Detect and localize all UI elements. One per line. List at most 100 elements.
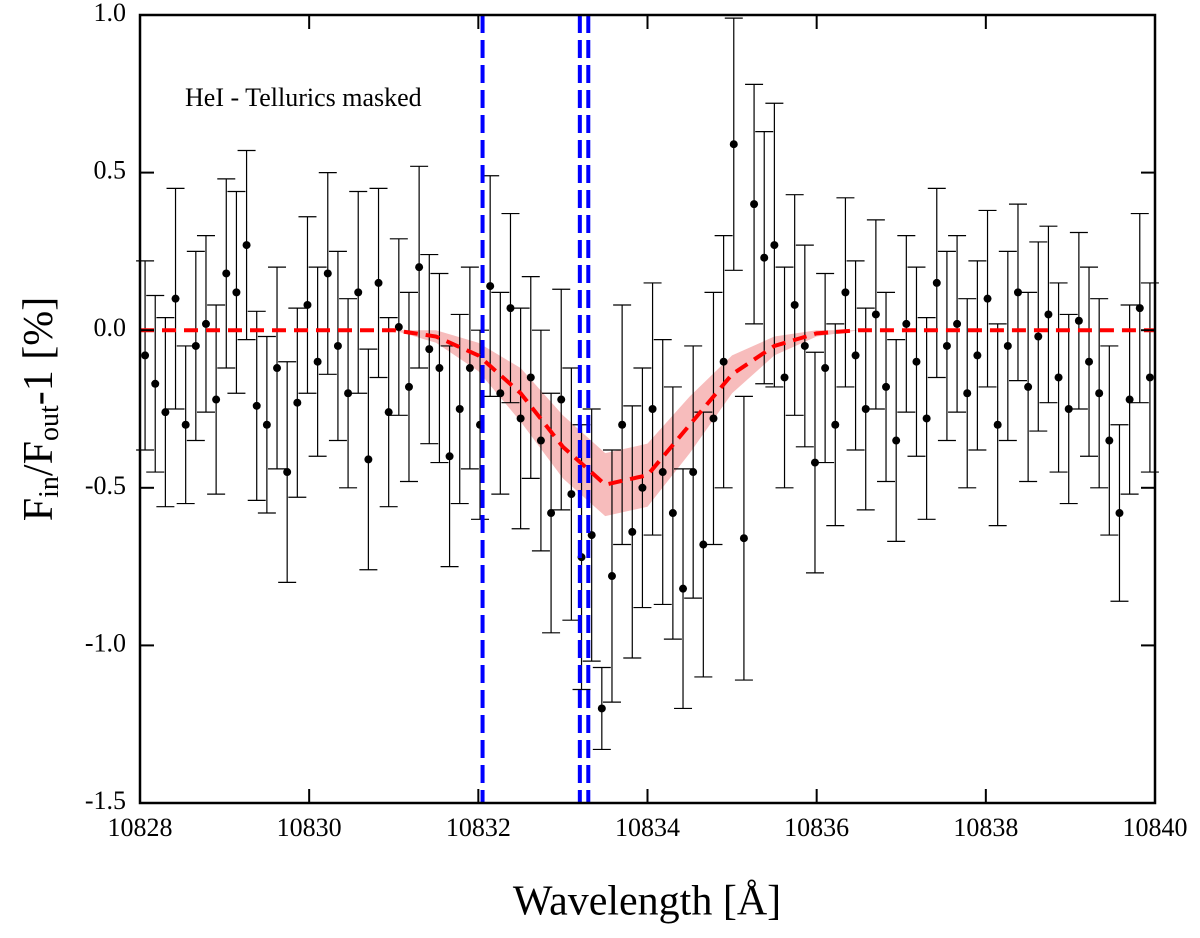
data-point [750, 200, 759, 209]
x-tick-label: 10836 [784, 813, 849, 842]
data-point [191, 341, 200, 350]
data-point [699, 540, 708, 549]
data-point [547, 509, 556, 518]
data-point [1064, 405, 1073, 413]
data-point [455, 405, 464, 413]
data-point [861, 405, 870, 413]
data-point [1074, 316, 1083, 325]
data-point [293, 398, 302, 407]
data-point [953, 319, 962, 328]
x-tick-label: 10834 [615, 813, 680, 842]
data-point [618, 420, 627, 429]
y-tick-label: -1.5 [85, 786, 126, 815]
data-point [526, 373, 535, 382]
data-point [790, 300, 799, 309]
y-label-part: /F [16, 441, 62, 476]
x-axis-label: Wavelength [Å] [513, 879, 781, 925]
data-point [841, 288, 850, 297]
data-point [344, 389, 353, 398]
data-point [963, 389, 972, 398]
data-point [252, 401, 261, 410]
x-tick-label: 10828 [108, 813, 173, 842]
data-point [1044, 310, 1053, 319]
x-tick-label: 10832 [446, 813, 511, 842]
data-point [323, 269, 332, 278]
data-point [810, 458, 819, 467]
data-point [333, 341, 342, 350]
data-point [942, 341, 951, 350]
data-point [902, 319, 911, 328]
data-point [1105, 436, 1114, 445]
data-point [222, 269, 231, 278]
x-tick-label: 10838 [953, 813, 1018, 842]
data-point [821, 364, 830, 373]
data-point [831, 420, 840, 429]
data-point [973, 351, 982, 360]
y-tick-label: 0.0 [94, 313, 127, 342]
data-point [871, 310, 880, 319]
data-point [354, 288, 363, 297]
data-point [212, 395, 221, 404]
data-point [658, 468, 667, 477]
data-point [384, 408, 393, 417]
data-point [638, 483, 647, 492]
plot-frame [138, 13, 1157, 805]
data-point [689, 468, 698, 477]
data-point [151, 379, 160, 388]
data-point [739, 534, 748, 543]
data-point [262, 420, 271, 429]
y-tick-label: 0.5 [94, 156, 127, 185]
y-tick-label: 1.0 [94, 0, 127, 27]
data-point [313, 357, 322, 366]
data-point [242, 241, 251, 250]
data-point [283, 468, 292, 477]
data-point [516, 414, 525, 423]
data-point [232, 288, 241, 297]
data-point [303, 300, 312, 309]
data-point [1024, 382, 1033, 391]
data-point [932, 278, 941, 287]
annotation: HeI - Tellurics masked [185, 83, 422, 112]
data-point [719, 357, 728, 366]
data-point [648, 405, 657, 413]
model-band [140, 330, 1155, 517]
y-tick-label: -0.5 [85, 471, 126, 500]
data-point [374, 278, 383, 287]
data-point [171, 294, 180, 303]
data-point [1054, 373, 1063, 382]
data-point [983, 294, 992, 303]
data-point [922, 414, 931, 423]
data-point [1034, 332, 1043, 341]
data-point [800, 341, 809, 350]
data-point [597, 704, 606, 713]
data-point [1085, 357, 1094, 366]
data-point [1135, 304, 1144, 313]
data-point [892, 436, 901, 445]
y-axis-label: Fin/Fout-1 [%] [16, 297, 66, 521]
data-point [1095, 389, 1104, 398]
data-point [567, 490, 576, 499]
data-point [1013, 288, 1022, 297]
data-point [394, 323, 403, 332]
data-point [364, 455, 373, 464]
data-point [445, 452, 454, 461]
y-label-part: out [34, 405, 65, 441]
data-point [709, 414, 718, 423]
data-point [465, 364, 474, 373]
data-point [1115, 509, 1124, 518]
data-point [425, 345, 434, 354]
x-tick-label: 10830 [277, 813, 342, 842]
data-point [506, 304, 515, 313]
data-point [729, 140, 738, 149]
data-point [587, 531, 596, 540]
y-label-part: -1 [%] [16, 297, 62, 405]
data-point [780, 373, 789, 382]
data-point [1145, 373, 1154, 382]
data-point [415, 263, 424, 272]
data-point [1125, 395, 1134, 404]
data-point [607, 572, 616, 581]
y-label-part: in [34, 476, 65, 498]
y-tick-label: -1.0 [85, 628, 126, 657]
data-point [141, 351, 150, 360]
